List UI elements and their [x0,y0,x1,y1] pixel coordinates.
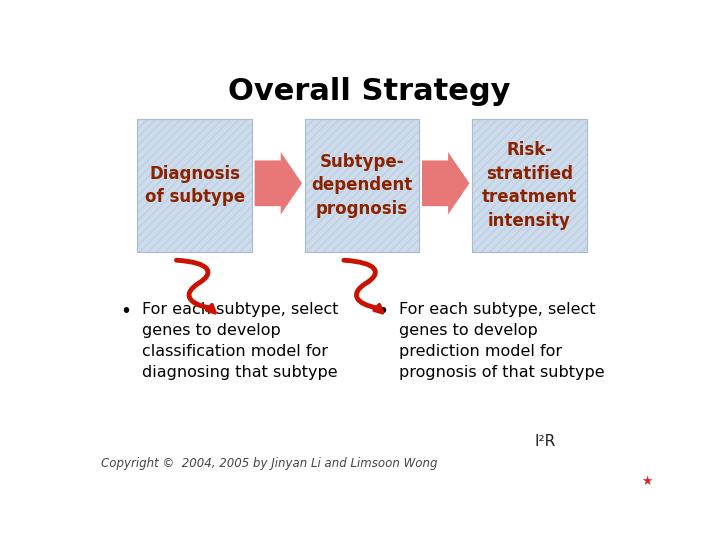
Text: Risk-
stratified
treatment
intensity: Risk- stratified treatment intensity [482,141,577,230]
Text: Subtype-
dependent
prognosis: Subtype- dependent prognosis [311,153,413,218]
FancyBboxPatch shape [305,119,419,252]
FancyBboxPatch shape [138,119,252,252]
Text: •: • [377,302,389,321]
Text: •: • [121,302,132,321]
Text: A⋆STAR: A⋆STAR [616,508,654,517]
FancyBboxPatch shape [472,119,587,252]
Text: Overall Strategy: Overall Strategy [228,77,510,106]
Text: a: a [616,481,635,509]
Text: Copyright ©  2004, 2005 by Jinyan Li and Limsoon Wong: Copyright © 2004, 2005 by Jinyan Li and … [101,457,438,470]
Text: Diagnosis
of subtype: Diagnosis of subtype [145,165,245,206]
Text: For each subtype, select
genes to develop
prediction model for
prognosis of that: For each subtype, select genes to develo… [399,302,604,380]
Text: For each subtype, select
genes to develop
classification model for
diagnosing th: For each subtype, select genes to develo… [142,302,338,380]
Text: I²R: I²R [535,434,556,449]
Polygon shape [255,152,302,214]
Text: ★: ★ [642,475,653,488]
Polygon shape [422,152,469,214]
